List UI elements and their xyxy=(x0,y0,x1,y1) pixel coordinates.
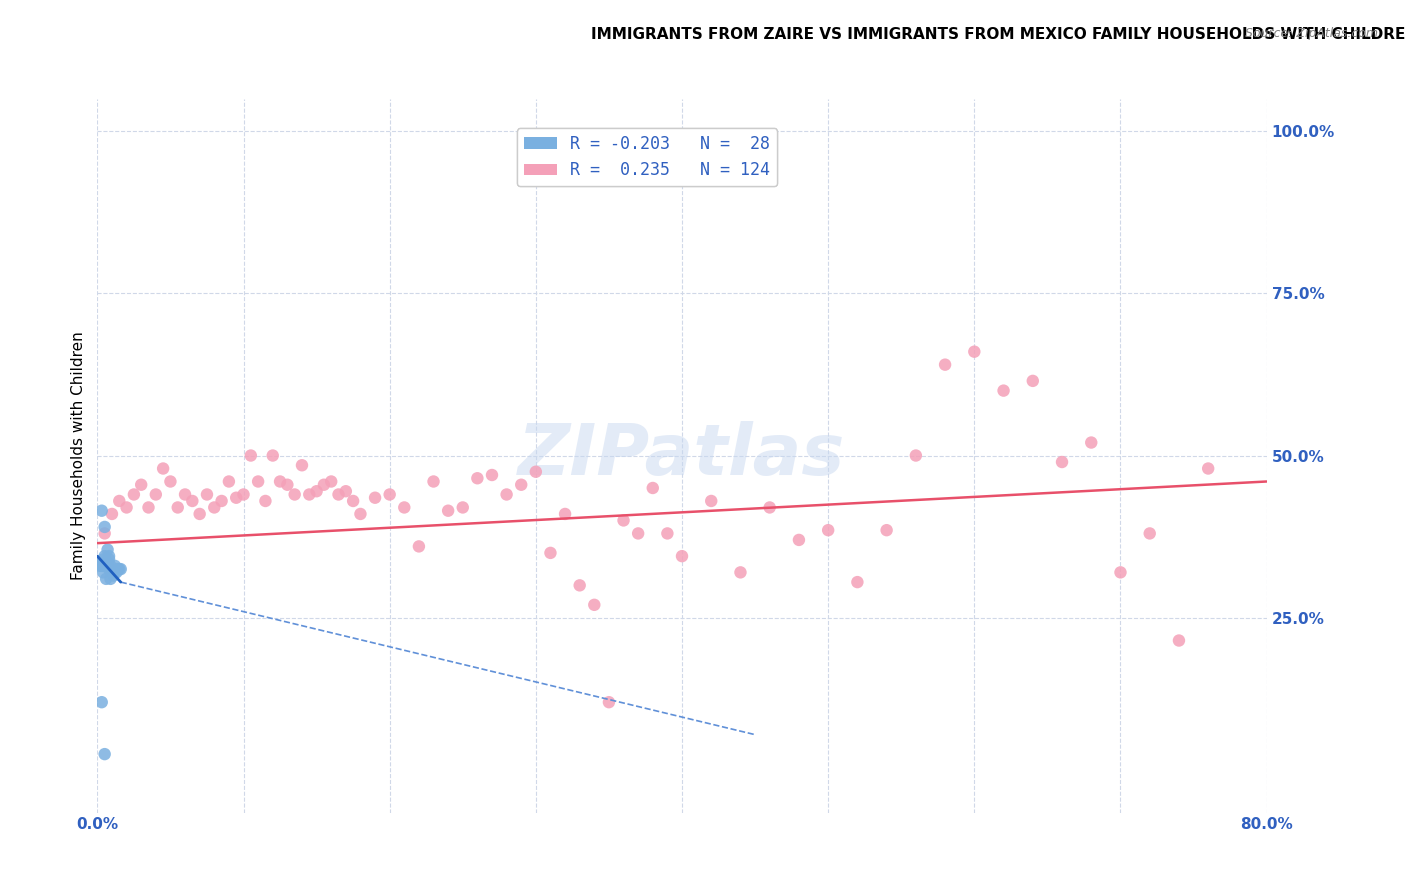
Immigrants from Mexico xyxy=(232,487,254,501)
Immigrants from Mexico xyxy=(115,500,138,515)
Immigrants from Zaire xyxy=(105,566,128,580)
Immigrants from Zaire xyxy=(91,558,114,573)
Immigrants from Mexico xyxy=(408,540,430,554)
Immigrants from Zaire xyxy=(90,695,112,709)
Immigrants from Mexico xyxy=(730,566,752,580)
Immigrants from Mexico xyxy=(145,487,167,501)
Immigrants from Zaire xyxy=(89,556,111,570)
Immigrants from Zaire xyxy=(94,556,117,570)
Immigrants from Mexico xyxy=(122,487,145,501)
Immigrants from Mexico xyxy=(963,344,986,359)
Immigrants from Mexico xyxy=(298,487,321,501)
Immigrants from Zaire xyxy=(110,562,132,576)
Immigrants from Zaire xyxy=(91,566,114,580)
Immigrants from Zaire xyxy=(97,556,120,570)
Immigrants from Mexico xyxy=(467,471,489,485)
Immigrants from Mexico xyxy=(166,500,188,515)
Immigrants from Mexico xyxy=(101,507,124,521)
Immigrants from Mexico xyxy=(328,487,350,501)
Immigrants from Mexico xyxy=(312,477,335,491)
Immigrants from Zaire xyxy=(104,558,127,573)
Immigrants from Mexico xyxy=(335,484,357,499)
Immigrants from Zaire xyxy=(93,520,115,534)
Immigrants from Mexico xyxy=(108,494,131,508)
Immigrants from Zaire xyxy=(90,558,112,573)
Immigrants from Zaire xyxy=(107,562,129,576)
Immigrants from Mexico xyxy=(159,475,181,489)
Immigrants from Mexico xyxy=(481,468,503,483)
Immigrants from Mexico xyxy=(495,487,517,501)
Immigrants from Mexico xyxy=(524,465,547,479)
Immigrants from Mexico xyxy=(437,504,460,518)
Immigrants from Mexico xyxy=(195,487,218,501)
Immigrants from Zaire xyxy=(101,566,124,580)
Immigrants from Mexico xyxy=(225,491,247,505)
Immigrants from Mexico xyxy=(129,477,152,491)
Immigrants from Mexico xyxy=(817,523,839,537)
Immigrants from Mexico xyxy=(657,526,679,541)
Immigrants from Mexico xyxy=(152,461,174,475)
Y-axis label: Family Households with Children: Family Households with Children xyxy=(72,331,86,580)
Immigrants from Zaire xyxy=(93,747,115,761)
Text: IMMIGRANTS FROM ZAIRE VS IMMIGRANTS FROM MEXICO FAMILY HOUSEHOLDS WITH CHILDREN : IMMIGRANTS FROM ZAIRE VS IMMIGRANTS FROM… xyxy=(591,27,1406,42)
Immigrants from Mexico xyxy=(1050,455,1073,469)
Immigrants from Zaire xyxy=(94,572,117,586)
Immigrants from Mexico xyxy=(510,477,533,491)
Immigrants from Mexico xyxy=(276,477,298,491)
Immigrants from Mexico xyxy=(239,449,262,463)
Text: Source: ZipAtlas.com: Source: ZipAtlas.com xyxy=(1244,27,1378,40)
Immigrants from Zaire xyxy=(98,549,121,563)
Immigrants from Mexico xyxy=(269,475,291,489)
Immigrants from Mexico xyxy=(787,533,810,547)
Immigrants from Mexico xyxy=(1168,633,1191,648)
Immigrants from Mexico xyxy=(422,475,444,489)
Immigrants from Mexico xyxy=(247,475,270,489)
Immigrants from Mexico xyxy=(904,449,927,463)
Immigrants from Mexico xyxy=(202,500,225,515)
Immigrants from Zaire xyxy=(91,552,114,566)
Immigrants from Zaire xyxy=(98,562,121,576)
Immigrants from Mexico xyxy=(394,500,416,515)
Immigrants from Mexico xyxy=(671,549,693,563)
Immigrants from Mexico xyxy=(1197,461,1219,475)
Immigrants from Mexico xyxy=(1109,566,1132,580)
Immigrants from Mexico xyxy=(1139,526,1161,541)
Immigrants from Mexico xyxy=(451,500,474,515)
Immigrants from Mexico xyxy=(612,513,634,527)
Immigrants from Mexico xyxy=(254,494,277,508)
Immigrants from Mexico xyxy=(540,546,562,560)
Immigrants from Mexico xyxy=(378,487,401,501)
Immigrants from Mexico xyxy=(305,484,328,499)
Immigrants from Mexico xyxy=(262,449,284,463)
Immigrants from Zaire xyxy=(93,549,115,563)
Immigrants from Mexico xyxy=(321,475,343,489)
Immigrants from Mexico xyxy=(934,358,956,372)
Immigrants from Mexico xyxy=(1080,435,1102,450)
Immigrants from Mexico xyxy=(568,578,591,592)
Immigrants from Mexico xyxy=(364,491,387,505)
Immigrants from Zaire xyxy=(89,558,111,573)
Text: ZIPatlas: ZIPatlas xyxy=(519,421,845,490)
Immigrants from Mexico xyxy=(758,500,780,515)
Immigrants from Mexico xyxy=(349,507,371,521)
Immigrants from Zaire xyxy=(98,552,121,566)
Immigrants from Mexico xyxy=(1022,374,1045,388)
Immigrants from Mexico xyxy=(554,507,576,521)
Immigrants from Mexico xyxy=(138,500,160,515)
Immigrants from Mexico xyxy=(218,475,240,489)
Immigrants from Mexico xyxy=(93,526,115,541)
Immigrants from Zaire xyxy=(100,558,122,573)
Immigrants from Mexico xyxy=(700,494,723,508)
Legend: R = -0.203   N =  28, R =  0.235   N = 124: R = -0.203 N = 28, R = 0.235 N = 124 xyxy=(517,128,778,186)
Immigrants from Mexico xyxy=(993,384,1015,398)
Immigrants from Zaire xyxy=(103,568,125,582)
Immigrants from Mexico xyxy=(627,526,650,541)
Immigrants from Mexico xyxy=(211,494,233,508)
Immigrants from Mexico xyxy=(583,598,606,612)
Immigrants from Zaire xyxy=(94,558,117,573)
Immigrants from Mexico xyxy=(598,695,620,709)
Immigrants from Zaire xyxy=(97,542,120,557)
Immigrants from Mexico xyxy=(641,481,664,495)
Immigrants from Zaire xyxy=(90,504,112,518)
